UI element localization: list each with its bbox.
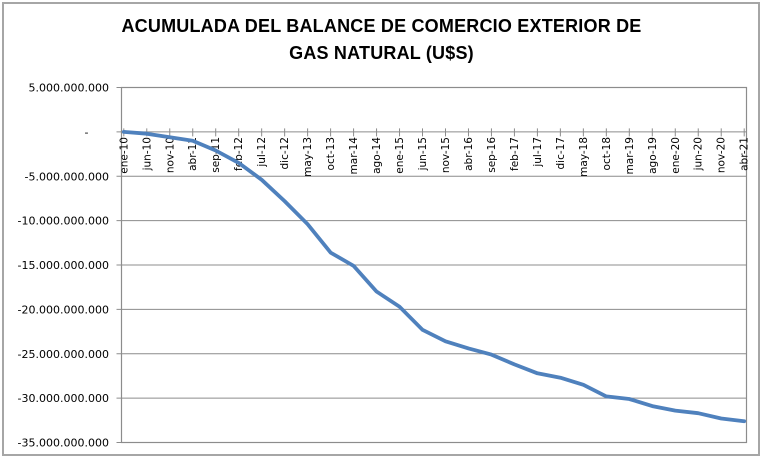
x-axis-label: ene-15 xyxy=(394,137,406,174)
x-axis-label: oct-13 xyxy=(325,137,337,170)
x-axis-label: sep-16 xyxy=(486,137,498,173)
x-axis-label: mar-19 xyxy=(624,137,636,174)
x-axis-label: nov-10 xyxy=(164,137,176,173)
y-axis-label: -15.000.000.000 xyxy=(18,259,109,272)
x-axis-label: feb-17 xyxy=(509,137,521,171)
x-axis-label: sep-11 xyxy=(210,137,222,173)
chart-title-line1: ACUMULADA DEL BALANCE DE COMERCIO EXTERI… xyxy=(121,16,642,36)
x-axis-label: ago-14 xyxy=(371,137,383,174)
y-axis-label: -35.000.000.000 xyxy=(18,437,109,450)
y-axis-label: -20.000.000.000 xyxy=(18,303,109,316)
x-axis-label: oct-18 xyxy=(601,137,613,170)
x-axis-label: ene-20 xyxy=(670,137,682,174)
x-axis-label: ago-19 xyxy=(647,137,659,174)
x-axis-label: mar-14 xyxy=(348,137,360,175)
y-axis-label: - xyxy=(85,126,89,139)
y-axis-label: -5.000.000.000 xyxy=(25,170,109,183)
y-axis-label: -25.000.000.000 xyxy=(18,348,109,361)
x-axis-label: dic-12 xyxy=(279,137,291,170)
x-axis-label: abr-21 xyxy=(739,137,751,171)
y-axis-label: 5.000.000.000 xyxy=(29,82,109,95)
x-axis-label: nov-15 xyxy=(440,137,452,173)
x-axis-label: jul-12 xyxy=(256,137,268,168)
x-axis-label: jun-10 xyxy=(141,137,153,171)
x-axis-label: may-18 xyxy=(578,137,590,177)
y-axis-label: -30.000.000.000 xyxy=(18,392,109,405)
y-axis-label: -10.000.000.000 xyxy=(18,215,109,228)
chart-title: ACUMULADA DEL BALANCE DE COMERCIO EXTERI… xyxy=(0,13,763,67)
x-axis-label: jun-15 xyxy=(417,137,429,171)
x-axis-label: abr-11 xyxy=(187,137,199,171)
plot-area-border xyxy=(120,86,748,444)
x-axis-label: may-13 xyxy=(302,137,314,177)
x-axis-label: dic-17 xyxy=(555,137,567,170)
chart-title-line2: GAS NATURAL (U$S) xyxy=(289,43,474,63)
x-axis-label: abr-16 xyxy=(463,137,475,171)
x-axis-label: jul-17 xyxy=(532,137,544,168)
x-axis-label: ene-10 xyxy=(118,137,130,174)
x-axis-label: jun-20 xyxy=(693,137,705,171)
data-line xyxy=(121,129,747,424)
x-axis-label: nov-20 xyxy=(716,137,728,173)
